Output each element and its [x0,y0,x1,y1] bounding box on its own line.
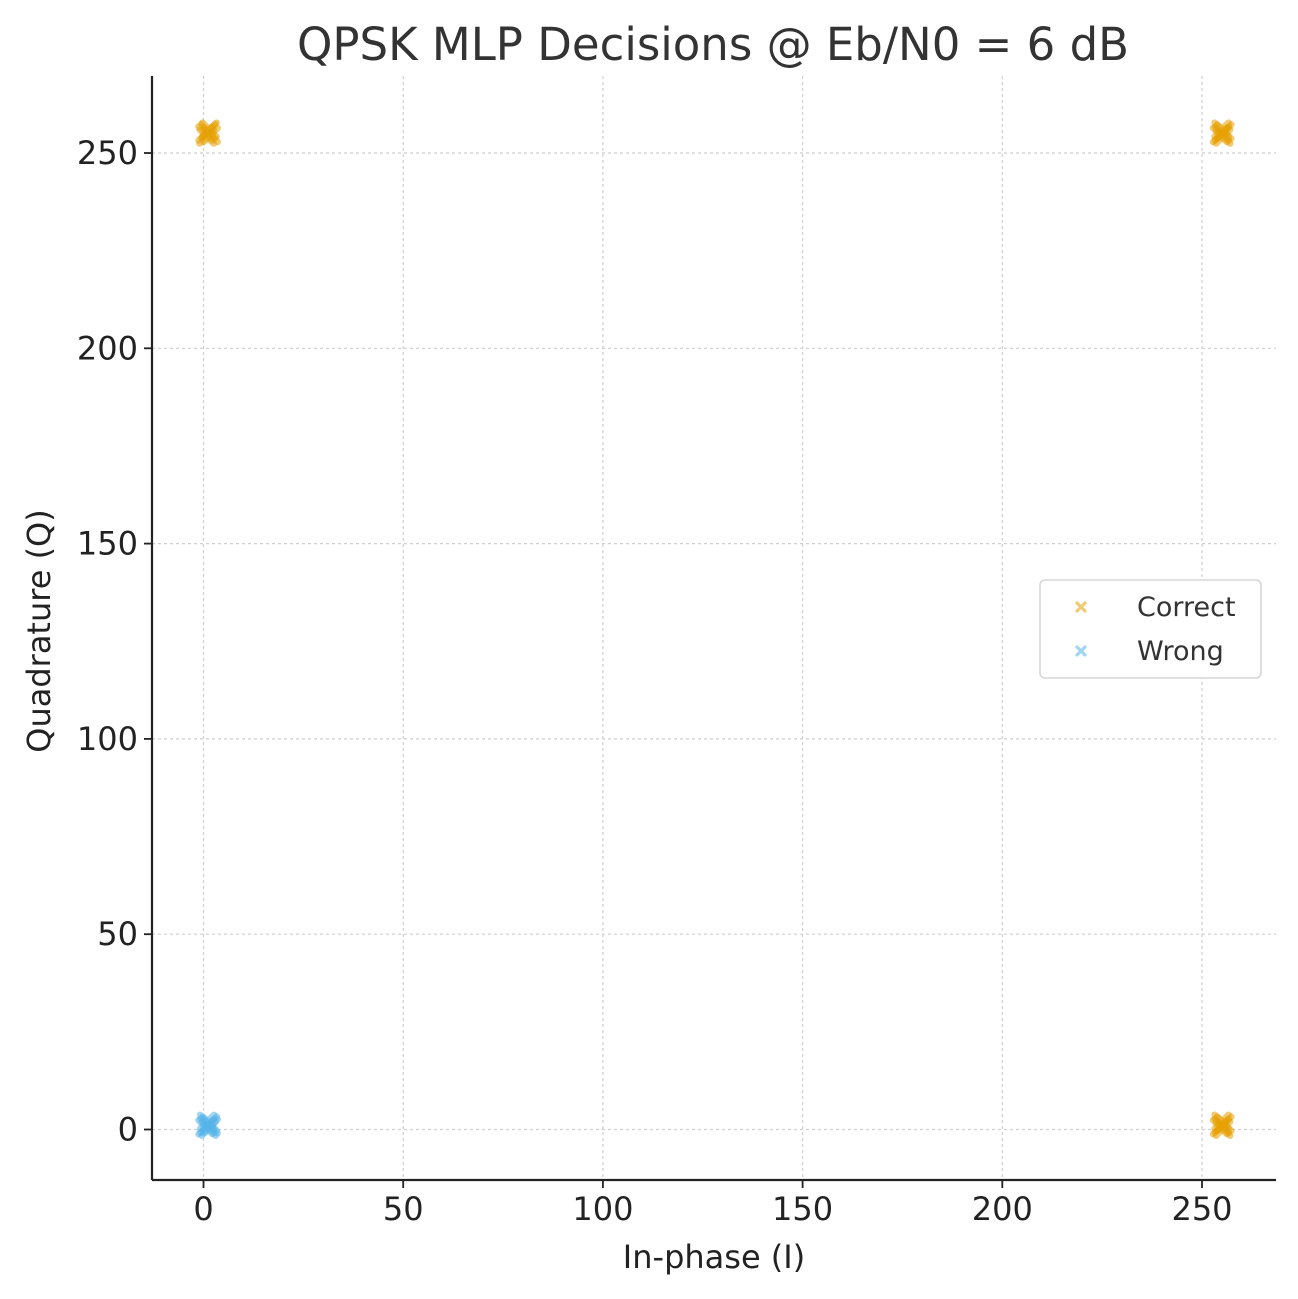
data-point-wrong [200,1116,221,1137]
marker-stroke [1075,645,1087,657]
data-point-correct [1211,1111,1232,1132]
x-tick-label: 200 [972,1190,1033,1228]
y-tick-label: 150 [77,525,138,563]
y-tick-label: 0 [118,1111,138,1149]
legend-marker-correct [1075,601,1087,613]
x-tick-label: 0 [193,1190,213,1228]
y-tick-label: 200 [77,329,138,367]
y-tick-label: 250 [77,134,138,172]
chart-title: QPSK MLP Decisions @ Eb/N0 = 6 dB [297,18,1129,71]
y-tick-label: 100 [77,720,138,758]
axes-spines [150,76,1276,1182]
x-tick-label: 50 [383,1190,424,1228]
legend-box [1039,579,1262,679]
data-points [195,119,1235,1139]
x-tick-label: 100 [572,1190,633,1228]
marker-stroke [200,1116,221,1137]
legend-label-wrong: Wrong [1137,636,1224,667]
y-tick-label: 50 [97,915,138,953]
legend: Correct Wrong [1039,579,1262,679]
marker-stroke [199,119,220,140]
x-tick-label: 150 [772,1190,833,1228]
data-point-correct [199,119,220,140]
marker-stroke [1075,601,1087,613]
x-tick-label: 250 [1171,1190,1232,1228]
marker-stroke [1211,1111,1232,1132]
legend-label-correct: Correct [1137,592,1236,623]
x-axis-label: In-phase (I) [623,1238,805,1276]
grid-lines [152,76,1276,1180]
y-axis-ticks: 0 50 100 150 200 250 [77,134,152,1149]
x-axis-ticks: 0 50 100 150 200 250 [193,1180,1233,1228]
marker-stroke [1211,119,1232,140]
y-axis-label: Quadrature (Q) [20,509,58,752]
data-point-correct [1211,119,1232,140]
legend-marker-wrong [1075,645,1087,657]
